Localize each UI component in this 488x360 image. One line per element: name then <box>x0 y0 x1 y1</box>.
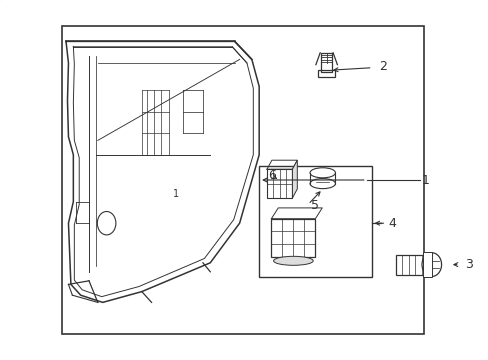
Text: 3: 3 <box>465 258 472 271</box>
Bar <box>266 169 292 198</box>
Text: 4: 4 <box>388 217 396 230</box>
Bar <box>317 69 335 77</box>
Bar <box>61 26 424 334</box>
Bar <box>271 219 315 257</box>
Text: 1: 1 <box>421 174 428 186</box>
Ellipse shape <box>309 168 335 178</box>
Polygon shape <box>292 160 297 198</box>
Bar <box>422 252 431 278</box>
Bar <box>321 53 331 72</box>
Ellipse shape <box>273 256 313 265</box>
Text: 1: 1 <box>173 189 179 199</box>
Bar <box>395 255 427 275</box>
Text: 2: 2 <box>378 60 386 73</box>
Ellipse shape <box>309 179 335 189</box>
Text: 5: 5 <box>310 199 318 212</box>
Bar <box>259 166 371 277</box>
Ellipse shape <box>421 253 441 276</box>
Text: 6: 6 <box>267 169 275 182</box>
